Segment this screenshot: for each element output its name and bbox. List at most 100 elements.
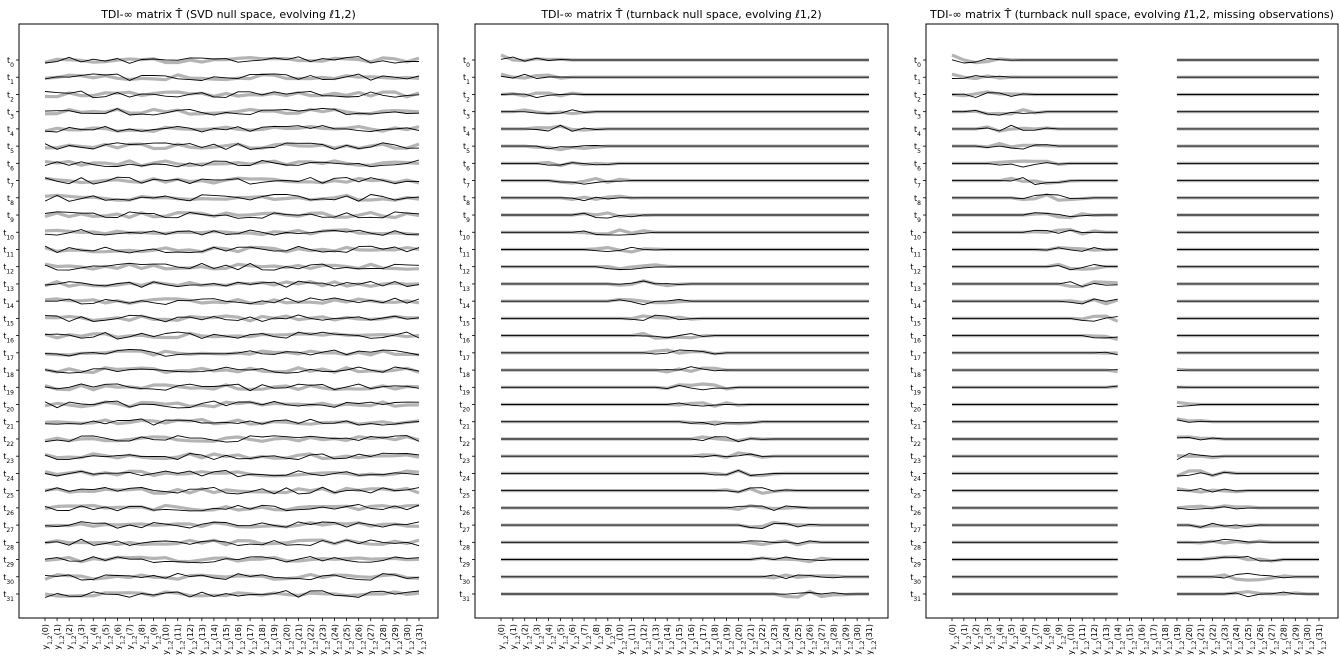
gray-series-line <box>44 245 420 254</box>
x-tick-label: y1,2(27) <box>367 624 380 655</box>
y-tick-label: t3 <box>7 108 14 121</box>
y-tick-label: t17 <box>910 349 921 362</box>
row-t8 <box>501 194 869 202</box>
y-tick-label: t6 <box>914 159 921 172</box>
black-series-line <box>501 402 869 407</box>
y-tick-label: t22 <box>3 435 14 448</box>
black-series-line <box>501 246 869 253</box>
y-tick-label: t22 <box>910 435 921 448</box>
y-tick-label: t19 <box>459 383 470 396</box>
x-tick-label: y1,2(25) <box>343 624 356 655</box>
row-t9 <box>952 212 1319 220</box>
x-tick-label: y1,2(23) <box>770 624 783 655</box>
black-series-line <box>44 400 420 409</box>
x-tick-label: y1,2(9) <box>604 624 617 650</box>
gray-series-line <box>44 56 420 65</box>
row-t22 <box>952 435 1319 441</box>
row-t21 <box>952 417 1319 424</box>
row-t30 <box>501 573 869 580</box>
row-t3 <box>952 108 1319 116</box>
x-tick-label: y1,2(7) <box>125 624 138 650</box>
black-series-line <box>501 266 869 270</box>
y-tick-label: t20 <box>910 401 921 414</box>
row-t15 <box>44 314 420 323</box>
row-t6 <box>952 159 1319 168</box>
y-tick-label: t29 <box>910 556 921 569</box>
y-tick-label: t19 <box>910 383 921 396</box>
gray-series-line <box>44 193 420 202</box>
y-tick-label: t15 <box>910 314 921 327</box>
x-tick-label: y1,2(21) <box>746 624 759 655</box>
x-tick-label: y1,2(20) <box>734 624 747 655</box>
x-tick-label: y1,2(8) <box>592 624 605 650</box>
y-tick-label: t23 <box>3 452 14 465</box>
gray-series-line <box>952 212 1118 220</box>
panel-1: TDI-∞ matrix T̂ (SVD null space, evolvin… <box>3 8 439 655</box>
black-series-line <box>44 383 420 392</box>
y-tick-label: t4 <box>463 125 470 138</box>
y-tick-label: t7 <box>7 177 14 190</box>
x-tick-label: y1,2(7) <box>580 624 593 650</box>
black-series-line <box>1176 488 1319 493</box>
y-tick-label: t24 <box>910 469 921 482</box>
black-series-line <box>44 229 420 236</box>
x-tick-label: y1,2(10) <box>162 624 175 655</box>
row-t7 <box>44 176 420 185</box>
row-t24 <box>501 468 869 478</box>
black-series-line <box>952 212 1118 218</box>
y-tick-label: t27 <box>910 521 921 534</box>
row-t23 <box>501 451 869 460</box>
y-tick-label: t21 <box>910 418 921 431</box>
x-tick-label: y1,2(16) <box>687 624 700 655</box>
y-tick-label: t8 <box>7 194 14 207</box>
black-series-line <box>1176 369 1319 372</box>
row-t28 <box>952 538 1319 545</box>
x-tick-label: y1,2(10) <box>1066 624 1079 655</box>
row-t6 <box>501 160 869 168</box>
row-t16 <box>44 331 420 340</box>
y-tick-label: t29 <box>459 556 470 569</box>
y-tick-label: t24 <box>459 469 470 482</box>
black-series-line <box>501 453 869 458</box>
gray-series-line <box>951 90 1118 98</box>
gray-series-line <box>952 298 1119 306</box>
black-series-line <box>44 486 420 495</box>
gray-series-line <box>44 383 420 392</box>
black-series-line <box>952 369 1118 371</box>
x-tick-label: y1,2(4) <box>89 624 102 650</box>
x-tick-label: y1,2(16) <box>1137 624 1150 655</box>
black-series-line <box>1176 591 1319 598</box>
row-t28 <box>44 538 420 547</box>
y-tick-label: t27 <box>459 521 470 534</box>
black-series-line <box>952 193 1118 200</box>
black-series-line <box>44 572 420 581</box>
x-tick-label: y1,2(31) <box>865 624 878 655</box>
gray-series-line <box>44 262 420 271</box>
y-tick-label: t2 <box>914 90 921 103</box>
x-tick-label: y1,2(18) <box>711 624 724 655</box>
gray-series-line <box>44 435 420 443</box>
x-tick-label: y1,2(17) <box>1149 624 1162 655</box>
black-series-line <box>501 366 869 372</box>
x-tick-label: y1,2(0) <box>41 624 54 650</box>
row-t10 <box>44 228 420 237</box>
x-tick-label: y1,2(30) <box>853 624 866 655</box>
row-t9 <box>44 210 420 220</box>
y-tick-label: t25 <box>3 487 14 500</box>
x-tick-label: y1,2(23) <box>318 624 331 655</box>
black-series-line <box>44 142 420 150</box>
x-tick-label: y1,2(26) <box>806 624 819 655</box>
x-tick-label: y1,2(15) <box>1126 624 1139 655</box>
row-t10 <box>952 228 1319 236</box>
black-series-line <box>500 73 869 79</box>
x-tick-label: y1,2(25) <box>794 624 807 655</box>
row-t22 <box>44 435 420 443</box>
x-tick-label: y1,2(27) <box>1268 624 1281 655</box>
x-tick-label: y1,2(18) <box>258 624 271 655</box>
x-tick-label: y1,2(20) <box>282 624 295 655</box>
row-t10 <box>501 228 869 236</box>
y-tick-label: t13 <box>3 280 14 293</box>
row-t28 <box>501 539 869 547</box>
row-t5 <box>44 142 420 151</box>
row-t13 <box>501 279 869 288</box>
